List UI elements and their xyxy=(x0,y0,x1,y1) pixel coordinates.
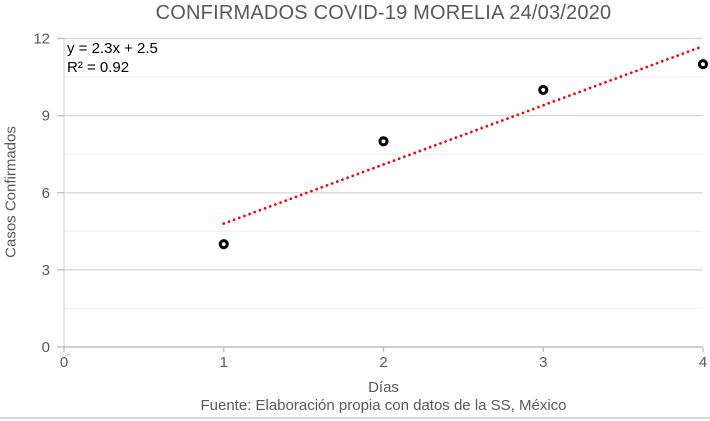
data-point xyxy=(378,136,389,147)
y-tick-label: 6 xyxy=(42,185,50,202)
x-tick-label: 1 xyxy=(220,354,228,371)
x-tick-label: 2 xyxy=(379,354,387,371)
y-tick-label: 9 xyxy=(42,108,50,125)
y-tick-label: 12 xyxy=(33,31,50,48)
x-axis-title: Días xyxy=(368,379,399,396)
bottom-border xyxy=(0,417,710,419)
data-point xyxy=(538,84,549,95)
x-tick-label: 3 xyxy=(539,354,547,371)
y-tick-label: 0 xyxy=(42,339,50,356)
chart-title: CONFIRMADOS COVID-19 MORELIA 24/03/2020 xyxy=(155,2,612,24)
source-note: Fuente: Elaboración propia con datos de … xyxy=(200,397,567,414)
trendline-equation: y = 2.3x + 2.5 xyxy=(67,40,158,57)
x-tick-label: 0 xyxy=(60,354,68,371)
trendline-annotation: y = 2.3x + 2.5 R² = 0.92 xyxy=(67,39,158,77)
y-tick-label: 3 xyxy=(42,262,50,279)
trendline xyxy=(222,44,705,225)
y-axis-title: Casos Confirmados xyxy=(2,126,20,258)
r-squared-value: R² = 0.92 xyxy=(67,59,130,76)
x-tick-label: 4 xyxy=(699,354,707,371)
data-point xyxy=(697,59,709,70)
data-point xyxy=(218,239,229,250)
